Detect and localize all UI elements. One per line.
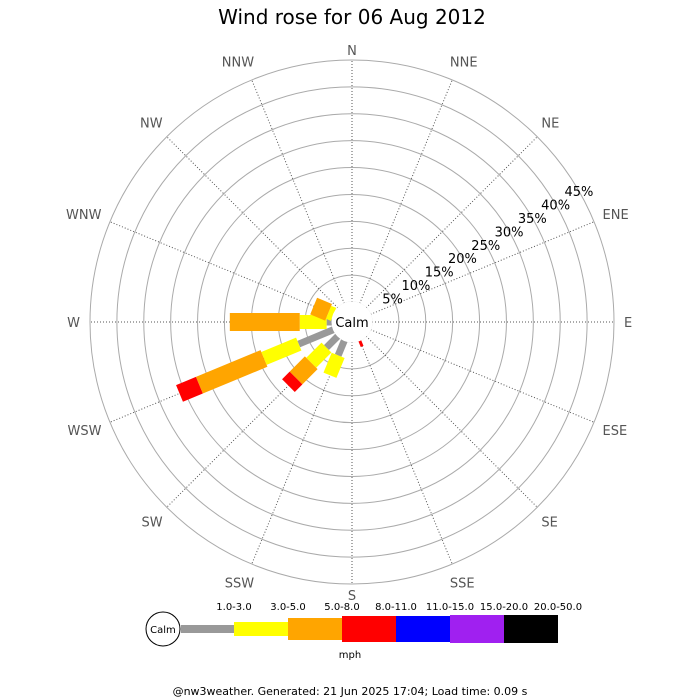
legend-calm-label: Calm: [150, 625, 176, 636]
ring-label-5: 25%: [471, 239, 500, 254]
spoke-wnw: [109, 221, 334, 315]
ring-8: [116, 86, 588, 558]
direction-label-nnw: NNW: [222, 55, 254, 70]
direction-label-e: E: [624, 316, 632, 331]
direction-label-nw: NW: [140, 117, 163, 132]
direction-label-se: SE: [541, 515, 557, 530]
ring-6: [170, 140, 534, 504]
direction-labels: N NNE NE ENE E ESE SE SSE S SSW SW WSW W WNW NW NNW: [66, 44, 632, 604]
calm-label: Calm: [335, 316, 368, 331]
direction-label-ene: ENE: [603, 208, 629, 223]
legend-label-3: 5.0-8.0: [324, 602, 359, 613]
bar-sw-bin-4: [282, 371, 303, 392]
direction-label-ne: NE: [541, 117, 559, 132]
direction-label-wnw: WNW: [66, 208, 102, 223]
legend-label-5: 11.0-15.0: [426, 602, 474, 613]
spoke-ssw: [251, 340, 345, 565]
ring-label-1: 5%: [382, 293, 403, 308]
legend-label-1: 1.0-3.0: [216, 602, 251, 613]
direction-label-w: W: [67, 316, 80, 331]
bar-wnw-bin-3: [310, 297, 332, 321]
direction-label-s: S: [348, 589, 356, 604]
legend-unit: mph: [339, 650, 361, 661]
legend-label-2: 3.0-5.0: [270, 602, 305, 613]
bar-wsw-bin-4: [176, 376, 203, 402]
ring-label-3: 15%: [425, 266, 454, 281]
ring-labels: 5%10%15%20%25%30%35%40%45%: [382, 185, 593, 308]
ring-label-9: 45%: [564, 185, 593, 200]
direction-label-nne: NNE: [450, 55, 478, 70]
legend: Calm 1.0-3.0 3.0-5.0 5.0-8.0 8.0-11.0 11.0-1…: [145, 602, 582, 661]
bar-sw-bin-3: [289, 356, 318, 385]
direction-label-wsw: WSW: [67, 424, 101, 439]
legend-swatch-2: [234, 622, 288, 636]
direction-label-n: N: [347, 44, 357, 59]
bar-sw-bin-1: [323, 333, 341, 351]
ring-label-8: 40%: [541, 198, 570, 213]
wind-bars: [176, 297, 364, 402]
footer-text: @nw3weather. Generated: 21 Jun 2025 17:0…: [173, 685, 528, 698]
direction-spokes: [90, 60, 614, 584]
bar-ssw-bin-1: [334, 339, 348, 357]
direction-label-sse: SSE: [450, 577, 475, 592]
direction-label-ssw: SSW: [225, 577, 255, 592]
legend-swatch-5: [396, 616, 450, 642]
ring-4: [223, 193, 481, 451]
legend-swatch-1: [181, 625, 234, 633]
legend-label-7: 20.0-50.0: [534, 602, 582, 613]
calm-circle: [331, 301, 373, 343]
spoke-nw: [166, 136, 339, 309]
ring-label-6: 30%: [495, 225, 524, 240]
bar-wsw-bin-2: [261, 337, 302, 365]
bar-wnw-bin-2: [325, 305, 337, 321]
bar-ssw-bin-2: [323, 352, 345, 378]
legend-swatch-4: [342, 616, 396, 642]
spoke-ese: [370, 329, 595, 423]
spoke-nne: [359, 79, 453, 304]
bar-sw-bin-2: [306, 342, 332, 368]
ring-5: [197, 167, 507, 477]
legend-label-6: 15.0-20.0: [480, 602, 528, 613]
bar-sse-bin-4: [358, 339, 364, 348]
bar-wsw-bin-1: [297, 326, 335, 348]
spoke-ne: [365, 136, 538, 309]
legend-swatch-3: [288, 618, 342, 640]
legend-calm-circle: [145, 611, 181, 647]
ring-label-4: 20%: [448, 252, 477, 267]
calm-center: Calm: [331, 301, 373, 343]
spoke-se: [365, 335, 538, 508]
ring-label-2: 10%: [401, 279, 430, 294]
spoke-ene: [370, 221, 595, 315]
bar-wsw-bin-3: [195, 350, 268, 394]
ring-7: [143, 113, 561, 531]
chart-title: Wind rose for 06 Aug 2012: [218, 5, 486, 29]
spoke-nnw: [251, 79, 345, 304]
ring-9: [89, 59, 615, 585]
spoke-sw: [166, 335, 339, 508]
spoke-sse: [359, 340, 453, 565]
legend-label-4: 8.0-11.0: [375, 602, 417, 613]
legend-swatch-6: [450, 615, 504, 643]
direction-label-ese: ESE: [603, 424, 628, 439]
legend-swatch-7: [504, 615, 558, 643]
direction-label-sw: SW: [141, 515, 162, 530]
ring-label-7: 35%: [518, 212, 547, 227]
